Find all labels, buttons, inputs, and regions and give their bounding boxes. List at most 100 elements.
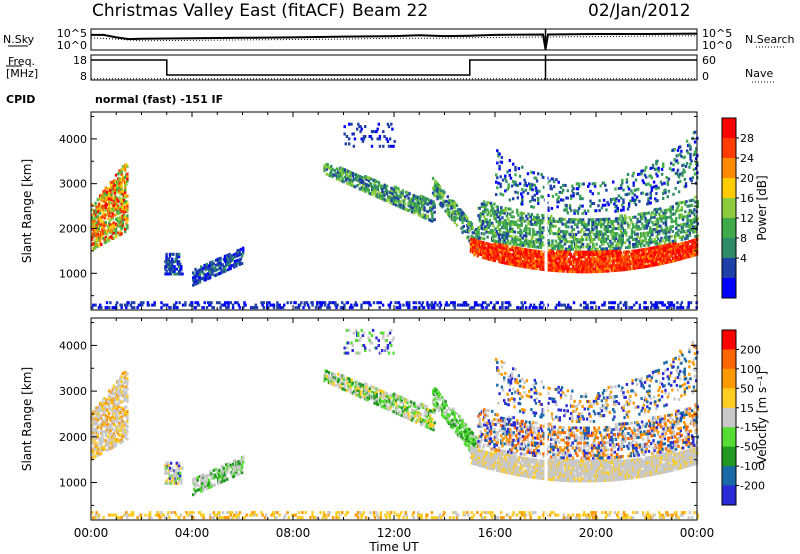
power-cell	[359, 178, 363, 181]
power-cell	[381, 187, 384, 191]
power-cell	[529, 199, 532, 203]
power-cell	[570, 242, 573, 246]
velocity-cell	[103, 412, 106, 416]
power-cell	[569, 235, 572, 239]
power-cell	[371, 130, 375, 134]
power-cell	[692, 248, 695, 252]
power-cell	[670, 244, 674, 248]
power-cell	[516, 208, 519, 212]
velocity-cell	[119, 406, 122, 410]
power-cell	[693, 213, 696, 217]
power-cell	[690, 159, 693, 163]
power-cell	[109, 228, 112, 232]
power-cell	[660, 182, 664, 186]
power-cell	[598, 237, 602, 241]
power-cell	[491, 209, 494, 213]
velocity-cell	[101, 423, 104, 427]
power-cell	[500, 248, 503, 252]
power-cell	[109, 223, 112, 227]
power-cell	[165, 255, 168, 259]
power-cell	[340, 169, 343, 173]
power-cell	[525, 236, 528, 240]
power-cell	[464, 301, 468, 305]
power-cell	[117, 216, 120, 220]
power-cell	[557, 200, 560, 204]
power-cell	[558, 232, 561, 236]
power-cell	[631, 196, 634, 200]
power-cell	[555, 192, 558, 196]
power-cell	[554, 224, 557, 228]
power-cell	[580, 240, 584, 244]
velocity-cell	[92, 415, 95, 419]
power-cell	[643, 173, 647, 177]
velocity-cell	[100, 414, 103, 417]
power-cell	[498, 240, 502, 244]
power-cell	[556, 205, 559, 209]
power-cell	[113, 198, 117, 202]
power-cell	[664, 221, 668, 225]
power-cell	[603, 301, 606, 305]
power-cell	[579, 204, 582, 208]
power-cell	[491, 246, 494, 250]
power-cell	[374, 194, 377, 198]
power-cell	[578, 250, 582, 254]
power-cell	[495, 239, 498, 243]
power-cell	[645, 175, 648, 179]
power-cell	[621, 231, 624, 235]
power-cell	[588, 233, 592, 237]
power-cell	[535, 179, 539, 183]
power-cell	[577, 220, 580, 224]
velocity-cell	[92, 453, 95, 457]
power-cell	[481, 301, 485, 305]
power-cell	[577, 262, 581, 266]
power-cell	[535, 189, 539, 193]
power-cell	[529, 187, 532, 191]
power-cell	[461, 211, 464, 215]
power-cell	[175, 301, 178, 305]
power-cell	[229, 259, 232, 263]
power-cell	[646, 224, 649, 227]
power-cell	[114, 222, 118, 226]
velocity-cell	[119, 383, 122, 387]
power-cell	[655, 225, 659, 229]
power-cell	[599, 265, 602, 268]
power-cell	[587, 184, 590, 188]
power-cell	[609, 239, 612, 243]
power-cell	[390, 144, 393, 148]
power-cell	[556, 197, 559, 201]
power-cell	[581, 238, 585, 241]
power-cell	[591, 192, 594, 196]
power-cell	[595, 225, 598, 229]
power-cell	[508, 234, 511, 238]
power-cell	[597, 204, 600, 208]
power-cell	[541, 258, 544, 261]
power-cell	[680, 223, 684, 227]
velocity-cell	[103, 424, 106, 428]
power-cell	[623, 221, 627, 225]
velocity-cell	[100, 451, 103, 455]
power-cell	[522, 234, 526, 238]
power-cell	[644, 250, 648, 254]
power-cell	[484, 210, 487, 214]
power-cell	[398, 190, 401, 194]
power-cell	[637, 173, 640, 176]
power-cell	[379, 301, 382, 305]
power-cell	[555, 254, 558, 258]
power-cell	[571, 218, 574, 222]
power-cell	[197, 303, 201, 307]
power-cell	[126, 216, 129, 220]
power-cell	[91, 215, 94, 219]
power-cell	[686, 236, 689, 240]
power-cell	[587, 209, 590, 213]
power-cell	[495, 180, 498, 184]
power-cell	[334, 171, 338, 175]
power-cell	[205, 306, 209, 310]
power-cell	[369, 135, 372, 138]
power-cell	[668, 245, 671, 249]
power-cell	[594, 220, 597, 224]
power-cell	[581, 218, 585, 222]
power-cell	[614, 187, 617, 191]
power-cell	[557, 195, 560, 199]
power-cell	[493, 303, 496, 307]
power-cell	[577, 182, 581, 186]
